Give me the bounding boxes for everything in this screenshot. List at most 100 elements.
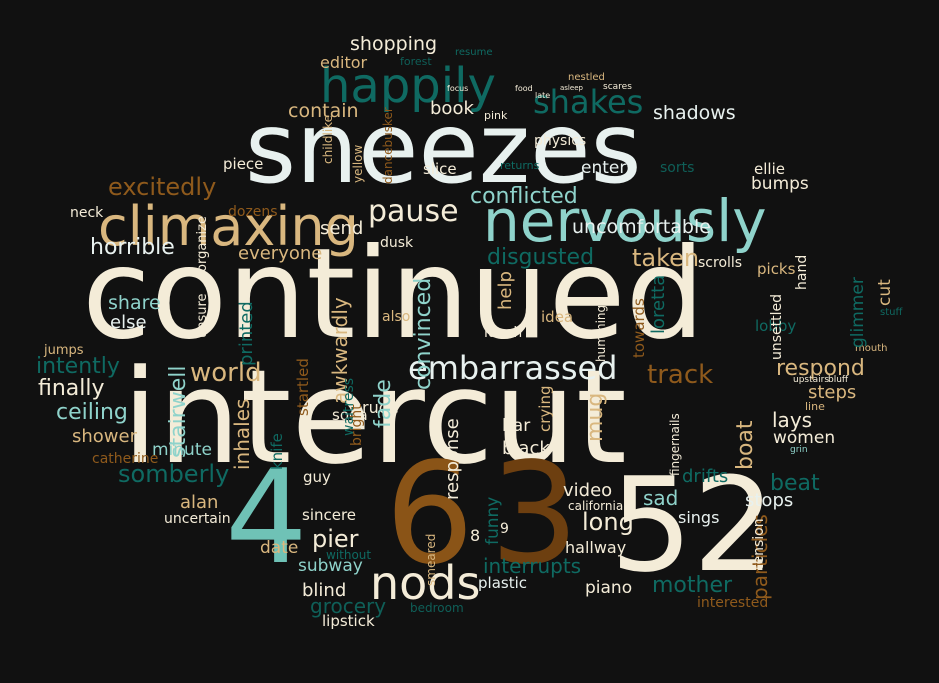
word-intently: intently xyxy=(36,354,120,379)
word-idea: idea xyxy=(541,308,574,326)
word-drifts: sings xyxy=(678,508,720,527)
word-taken: taken xyxy=(632,244,700,272)
word-glimmer: glimmer xyxy=(848,277,868,348)
word-pink: physics xyxy=(534,133,587,149)
word-9: 8 xyxy=(470,526,481,545)
word-dusk: dusk xyxy=(380,235,414,251)
word-shower: shower xyxy=(72,426,137,447)
word-excitedly: excitedly xyxy=(108,173,217,201)
word-waitress: startled xyxy=(294,358,312,416)
word-somberly: somberly xyxy=(118,460,230,488)
word-pause: pause xyxy=(368,194,459,229)
word-minute: minute xyxy=(152,440,212,460)
word-bluff: line xyxy=(805,400,825,413)
word-picks: picks xyxy=(757,260,796,278)
word-neck: neck xyxy=(70,205,104,221)
word-california: bedroom xyxy=(410,601,464,615)
word-focus: late xyxy=(535,91,551,100)
word-uncomfortable: uncomfortable xyxy=(572,216,711,238)
word-tension: interested xyxy=(697,595,769,611)
word-sings: tension xyxy=(751,518,767,570)
word-line: stuff xyxy=(880,307,903,318)
word-embarrassed: embarrassed xyxy=(408,349,618,387)
word-dancebusker: dancebusker xyxy=(381,107,395,184)
word-happily: happily xyxy=(320,58,496,114)
word-track: track xyxy=(647,360,714,390)
word-interrupts: interrupts xyxy=(483,554,582,578)
word-women: women xyxy=(773,428,836,448)
word-nervously: nervously xyxy=(483,187,767,255)
word-stuff: mouth xyxy=(855,343,888,354)
word-fade: fade xyxy=(371,379,396,428)
word-organize: fingernails xyxy=(668,413,682,476)
word-stops: stops xyxy=(745,490,794,511)
word-resume: nestled xyxy=(568,72,605,83)
word-continued: continued xyxy=(82,222,705,367)
word-mug: mug xyxy=(583,392,608,442)
word-6: 6 xyxy=(385,433,475,596)
word-jumps: jumps xyxy=(44,343,84,358)
word-rude: rude xyxy=(362,398,399,417)
word-nods: nods xyxy=(370,556,481,610)
word-date: date xyxy=(260,538,299,558)
word-nestled: grin xyxy=(790,445,808,455)
word-funny: 9 xyxy=(500,521,509,537)
word-boat: boat xyxy=(733,420,758,470)
word-else: else xyxy=(110,312,147,333)
word-3: 3 xyxy=(490,433,580,596)
word-works: hand xyxy=(794,254,810,290)
word-editor: pink xyxy=(484,109,508,122)
word-ceiling: ceiling xyxy=(56,400,128,425)
word-childlike: childlike xyxy=(321,114,335,164)
word-humming: smeared xyxy=(424,533,438,586)
word-pier: pier xyxy=(312,525,359,553)
word-also: also xyxy=(382,309,411,325)
word-guy: catherine xyxy=(92,451,159,467)
word-52: 52 xyxy=(610,449,776,601)
word-slice: piece xyxy=(223,155,264,173)
word-ellie: ellie xyxy=(754,160,785,178)
word-physics: returns xyxy=(500,159,540,172)
word-sneezes: sneezes xyxy=(245,92,642,206)
word-piano: piano xyxy=(585,578,633,598)
word-mother: mother xyxy=(652,573,733,598)
word-sincere: sincere xyxy=(302,506,357,524)
word-crying: crying xyxy=(536,385,554,433)
word-forest: resume xyxy=(455,47,493,58)
word-steps: steps xyxy=(808,382,857,403)
word-hand: scrolls xyxy=(698,255,743,271)
word-subway: subway xyxy=(298,556,363,576)
word-blind: blind xyxy=(302,580,347,601)
word-startled: organize xyxy=(195,216,210,272)
word-scares: forest xyxy=(400,55,432,68)
word-piece: dozens xyxy=(228,204,278,220)
word-interested: knife xyxy=(268,433,286,470)
word-upstairs: bluff xyxy=(828,375,849,385)
word-bar: bar xyxy=(502,416,531,436)
word-smeared: california xyxy=(568,499,624,513)
word-respond: respond xyxy=(776,356,865,381)
word-bedroom: without xyxy=(326,548,372,562)
word-bright: waitress xyxy=(341,377,357,436)
word-lobby: lobby xyxy=(755,317,797,335)
word-lipstick: lipstick xyxy=(322,612,375,630)
word-sad: sad xyxy=(643,486,679,510)
word-plastic: plastic xyxy=(478,574,527,592)
word-uncertain: uncertain xyxy=(164,511,231,527)
word-inhales: inhales xyxy=(230,398,254,470)
word-sorts: funny xyxy=(483,496,503,545)
word-dozens: editor xyxy=(320,53,368,72)
word-asleep: food xyxy=(515,84,533,93)
word-returns: sorts xyxy=(660,160,695,176)
word-beat: beat xyxy=(770,471,820,496)
word-video: video xyxy=(563,480,613,501)
word-climaxing: climaxing xyxy=(98,195,359,258)
word-4: 4 xyxy=(225,441,308,593)
word-response: response xyxy=(442,418,463,500)
word-towards: towards xyxy=(630,298,648,358)
word-food: focus xyxy=(447,84,469,93)
word-book: book xyxy=(430,98,474,119)
word-horrible: horrible xyxy=(90,235,175,260)
word-bumps: bumps xyxy=(751,174,809,194)
